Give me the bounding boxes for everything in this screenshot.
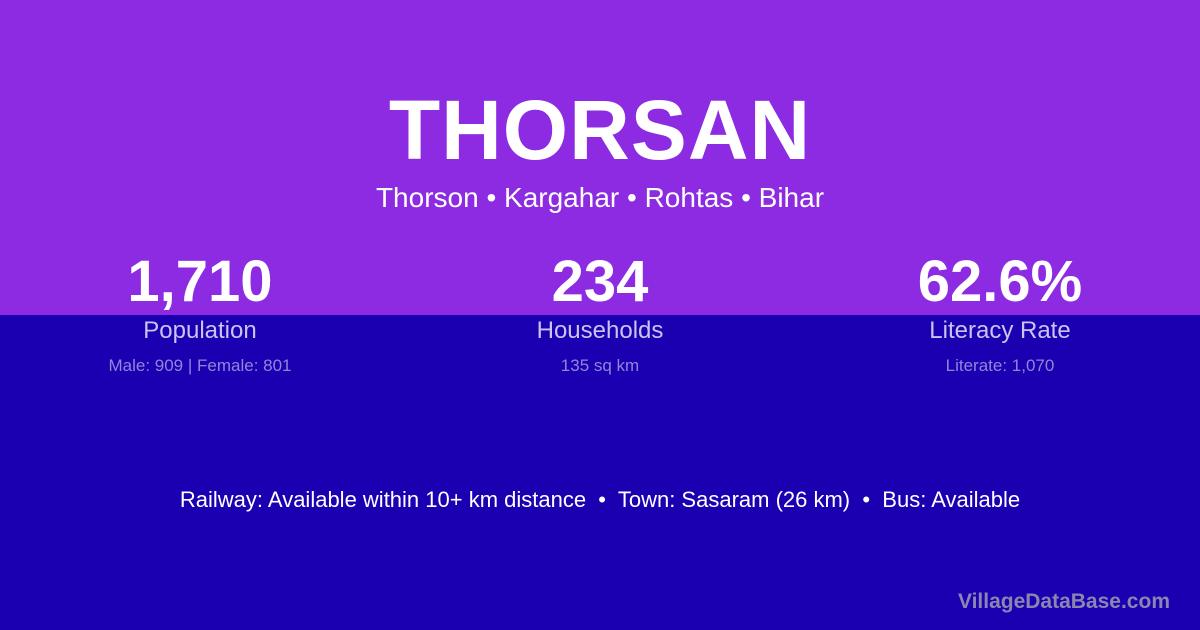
- stat-sub: Literate: 1,070: [945, 356, 1055, 375]
- stat-value: 62.6%: [917, 249, 1083, 314]
- stat-population: 1,710 Population Male: 909 | Female: 801: [0, 250, 400, 376]
- stat-households: 234 Households 135 sq km: [400, 250, 800, 376]
- location-breadcrumb: Thorson • Kargahar • Rohtas • Bihar: [375, 182, 825, 213]
- stat-label: Households: [536, 317, 664, 344]
- stat-value: 234: [551, 249, 649, 314]
- connectivity-info: Railway: Available within 10+ km distanc…: [179, 487, 1021, 512]
- stat-sub: 135 sq km: [560, 356, 640, 375]
- page-title: THORSAN: [388, 83, 812, 177]
- header-band: [0, 0, 1200, 315]
- brand-logo: VillageDataBase.com: [957, 590, 1170, 613]
- stat-label: Literacy Rate: [929, 317, 1071, 344]
- stat-label: Population: [143, 317, 257, 344]
- stat-literacy: 62.6% Literacy Rate Literate: 1,070: [800, 250, 1200, 376]
- stat-sub: Male: 909 | Female: 801: [108, 356, 292, 375]
- stat-value: 1,710: [127, 249, 273, 314]
